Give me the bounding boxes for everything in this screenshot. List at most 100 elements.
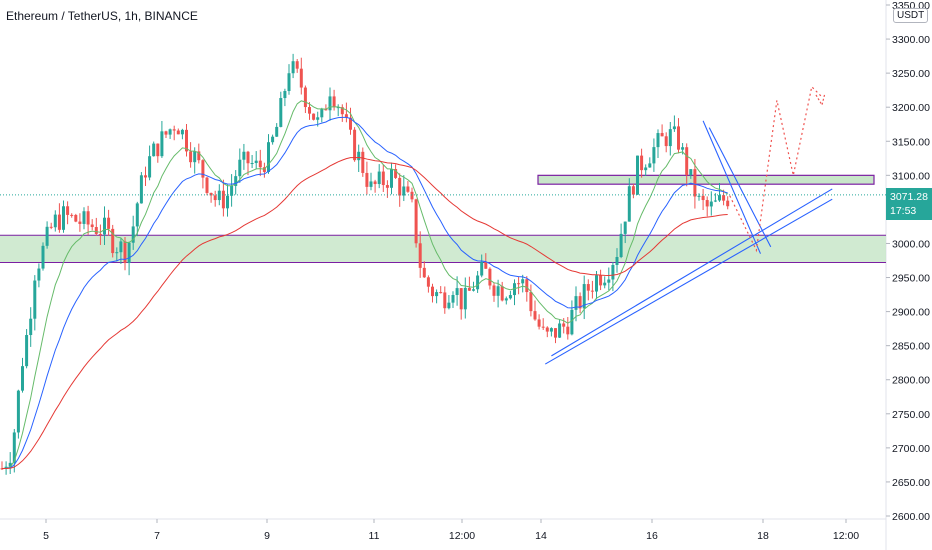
candle-body	[303, 87, 307, 108]
candle-body	[238, 159, 242, 177]
candle-body	[603, 282, 607, 286]
projected-path	[729, 85, 823, 253]
candle-body	[656, 133, 660, 148]
candle-body	[361, 151, 365, 173]
candle-body	[324, 109, 328, 111]
candle-body	[492, 285, 496, 296]
time-tick-label: 11	[369, 530, 380, 542]
candle-body	[410, 191, 414, 200]
candle-body	[176, 130, 180, 135]
trendline	[551, 188, 833, 357]
candle-body	[418, 243, 422, 268]
price-tick-label: 2750.00	[892, 409, 930, 421]
candle-body	[480, 261, 484, 276]
candle-body	[578, 296, 582, 309]
candle-body	[193, 151, 197, 163]
candle-body	[344, 114, 348, 118]
time-tick-label: 12:00	[449, 530, 475, 542]
candle-body	[435, 292, 439, 297]
candle-body	[127, 242, 131, 264]
candle-body	[640, 155, 644, 171]
candle-body	[648, 163, 652, 168]
candle-body	[246, 151, 250, 164]
trendline	[544, 198, 833, 365]
candle-body	[98, 233, 102, 235]
candle-body	[537, 319, 541, 327]
candle-body	[287, 73, 291, 91]
ma-mid-line	[1, 116, 728, 470]
candle-body	[451, 295, 455, 303]
candle-body	[131, 226, 135, 243]
candle-body	[119, 241, 123, 253]
time-tick-label: 7	[154, 530, 160, 542]
candle-body	[570, 309, 574, 335]
candle-body	[86, 211, 90, 225]
candle-body	[623, 221, 627, 234]
candle-body	[590, 290, 594, 292]
candle-body	[336, 107, 340, 109]
candle-body	[353, 129, 357, 161]
candle-body	[152, 143, 156, 157]
candle-body	[718, 195, 721, 201]
candle-body	[349, 117, 352, 130]
candle-body	[258, 160, 262, 168]
candle-body	[627, 186, 631, 222]
time-tick-label: 9	[264, 530, 270, 542]
candle-body	[467, 287, 471, 291]
candle-body	[283, 90, 287, 99]
candle-body	[414, 199, 418, 244]
candle-body	[693, 169, 697, 197]
time-tick-label: 5	[43, 530, 49, 542]
candle-body	[328, 96, 332, 111]
candle-body	[545, 327, 549, 332]
time-tick-label: 16	[646, 530, 658, 542]
candle-body	[267, 142, 270, 172]
candle-body	[677, 126, 680, 150]
candle-body	[533, 311, 537, 320]
candle-body	[381, 171, 385, 186]
candle-body	[168, 129, 172, 135]
candle-body	[185, 129, 188, 152]
currency-badge[interactable]: USDT	[893, 8, 929, 23]
candle-body	[94, 227, 98, 234]
candle-body	[271, 136, 275, 143]
candle-body	[607, 279, 611, 283]
candle-body	[529, 292, 533, 312]
candle-body	[488, 268, 492, 286]
candle-body	[213, 195, 217, 201]
candle-body	[189, 151, 193, 163]
candle-body	[70, 214, 74, 216]
candle-body	[123, 241, 127, 264]
candle-body	[8, 462, 12, 467]
candle-countdown: 17:53	[890, 205, 917, 217]
candle-body	[705, 200, 709, 207]
candle-body	[595, 275, 598, 292]
price-tick-label: 3150.00	[892, 136, 930, 148]
price-tick-label: 3100.00	[892, 170, 930, 182]
last-price: 3071.28	[890, 191, 928, 203]
candle-body	[139, 175, 143, 204]
candle-body	[57, 214, 61, 230]
candle-body	[82, 211, 86, 224]
candle-body	[619, 233, 623, 258]
candle-body	[62, 206, 65, 230]
candle-body	[33, 280, 37, 319]
candle-body	[205, 177, 209, 193]
candle-body	[722, 195, 726, 201]
price-tick-label: 2900.00	[892, 307, 930, 319]
candle-body	[631, 186, 635, 195]
candle-body	[66, 206, 70, 215]
candle-body	[90, 224, 94, 228]
candle-body	[299, 68, 303, 88]
candle-body	[504, 298, 508, 301]
price-tick-label: 3000.00	[892, 238, 930, 250]
candle-body	[455, 288, 459, 296]
candle-body	[521, 279, 525, 284]
candle-body	[439, 292, 443, 294]
price-tick-label: 2800.00	[892, 375, 930, 387]
candle-body	[652, 147, 656, 164]
candle-body	[713, 200, 717, 202]
candle-body	[685, 147, 689, 176]
candle-body	[574, 296, 578, 310]
